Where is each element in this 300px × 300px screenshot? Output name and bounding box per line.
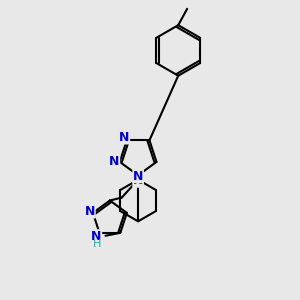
Text: N: N: [119, 131, 130, 144]
Text: N: N: [133, 170, 143, 183]
Text: H: H: [93, 239, 101, 249]
Text: N: N: [109, 155, 120, 168]
Text: N: N: [133, 174, 143, 187]
Text: N: N: [91, 230, 102, 243]
Text: N: N: [85, 205, 95, 218]
